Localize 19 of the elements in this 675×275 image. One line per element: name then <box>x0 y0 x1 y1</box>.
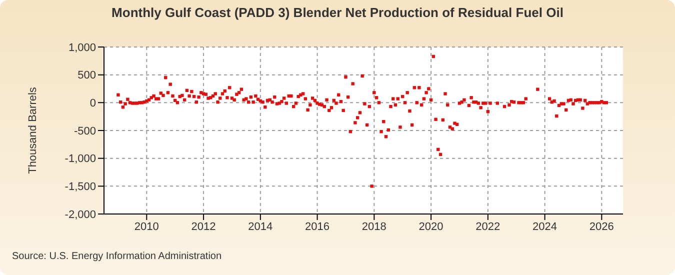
y-tick-label: -1,000 <box>64 153 96 166</box>
y-axis-title: Thousand Barrels <box>26 86 39 174</box>
x-tick-label: 2016 <box>305 220 330 233</box>
y-tick-label: -2,000 <box>64 208 96 221</box>
y-tick-label: -500 <box>74 125 96 138</box>
source-note: Source: U.S. Energy Information Administration <box>12 251 222 262</box>
x-tick-label: 2012 <box>191 220 216 233</box>
x-tick-label: 2022 <box>476 220 500 233</box>
x-tick-label: 2020 <box>418 220 444 233</box>
x-tick-label: 2026 <box>589 220 614 233</box>
x-tick-label: 2024 <box>532 220 558 233</box>
y-tick-label: 1,000 <box>68 42 96 54</box>
y-tick-label: 500 <box>78 70 96 82</box>
y-tick-label: -1,500 <box>64 181 96 194</box>
y-tick-label: 0 <box>90 98 96 110</box>
x-tick-label: 2010 <box>134 220 159 233</box>
x-tick-label: 2018 <box>362 220 386 233</box>
x-tick-label: 2014 <box>248 220 273 233</box>
chart-title: Monthly Gulf Coast (PADD 3) Blender Net Production of Residual Fuel Oil <box>110 5 564 20</box>
